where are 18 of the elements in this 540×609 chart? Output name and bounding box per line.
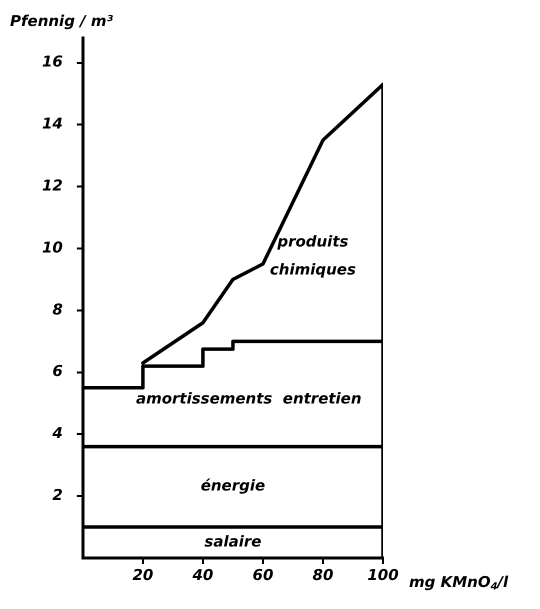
series-label: salaire <box>204 532 262 550</box>
x-tick-label: 60 <box>252 566 274 584</box>
y-tick-label: 12 <box>42 176 63 194</box>
x-tick-label: 40 <box>191 566 214 584</box>
x-tick-label: 80 <box>312 566 334 584</box>
x-tick-label: 100 <box>367 566 399 584</box>
y-tick-label: 4 <box>51 424 63 442</box>
y-tick-label: 6 <box>52 362 63 380</box>
y-tick-label: 8 <box>52 300 63 318</box>
y-tick-label: 10 <box>42 238 63 256</box>
text: énergie <box>200 476 266 495</box>
y-tick-label: 16 <box>42 52 63 71</box>
series-label: amortissements entretien <box>136 389 362 408</box>
series-label: produits chimiques <box>270 232 356 278</box>
x-tick-label: 20 <box>132 566 154 584</box>
y-axis-title: Pfennig / m³ <box>10 12 114 30</box>
y-tick-label: 14 <box>42 114 63 133</box>
y-tick-label: 2 <box>52 486 63 504</box>
